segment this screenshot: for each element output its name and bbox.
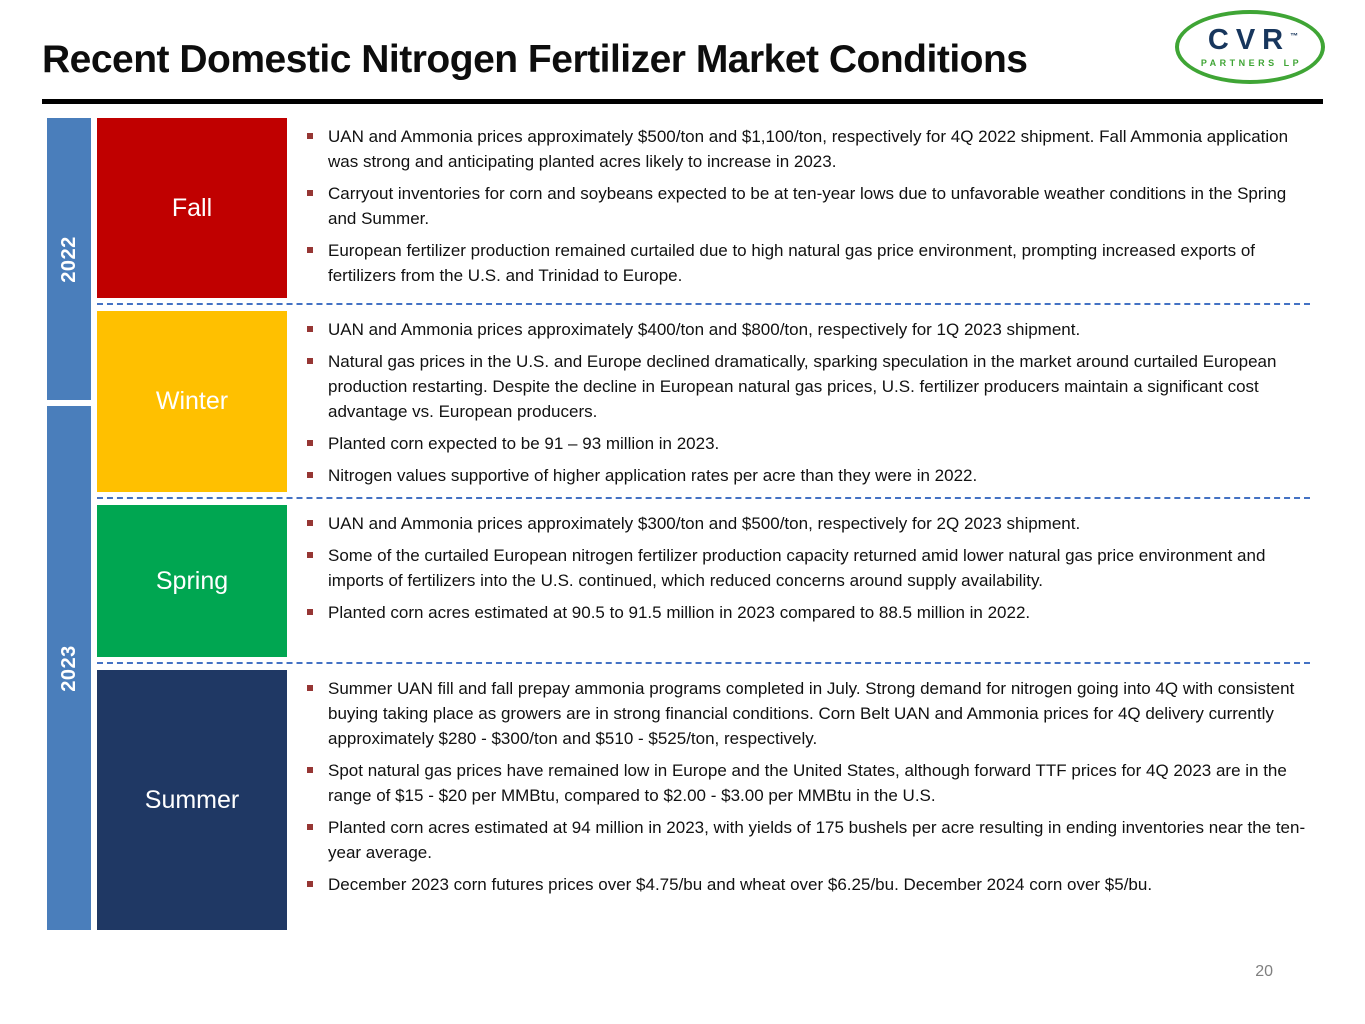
bullet-item: Natural gas prices in the U.S. and Europ… [307, 349, 1315, 424]
bullet-square-icon [307, 440, 313, 446]
bullet-text: Planted corn acres estimated at 90.5 to … [328, 603, 1031, 622]
bullet-list: Summer UAN fill and fall prepay ammonia … [307, 670, 1315, 904]
bullet-item: Planted corn acres estimated at 90.5 to … [307, 600, 1315, 625]
year-bar-2023: 2023 [47, 406, 91, 930]
bullet-text: UAN and Ammonia prices approximately $30… [328, 514, 1081, 533]
logo-sub-text: PARTNERS LP [1200, 58, 1303, 68]
bullet-item: Nitrogen values supportive of higher app… [307, 463, 1315, 488]
bullet-item: UAN and Ammonia prices approximately $40… [307, 317, 1315, 342]
logo-ellipse: CVR™ PARTNERS LP [1175, 10, 1325, 84]
bullet-text: Summer UAN fill and fall prepay ammonia … [328, 679, 1295, 748]
trademark-symbol: ™ [1290, 31, 1299, 41]
bullet-text: Carryout inventories for corn and soybea… [328, 184, 1287, 228]
bullet-text: Some of the curtailed European nitrogen … [328, 546, 1266, 590]
page-number: 20 [1255, 963, 1273, 980]
bullet-square-icon [307, 190, 313, 196]
logo-brand-text: CVR™ [1207, 24, 1299, 56]
bullet-square-icon [307, 881, 313, 887]
season-box-spring: Spring [97, 505, 287, 657]
bullet-text: Spot natural gas prices have remained lo… [328, 761, 1287, 805]
bullet-square-icon [307, 326, 313, 332]
bullet-square-icon [307, 824, 313, 830]
bullet-square-icon [307, 767, 313, 773]
bullet-list: UAN and Ammonia prices approximately $40… [307, 311, 1315, 495]
season-label: Winter [155, 387, 229, 415]
dashed-separator [97, 497, 1310, 499]
season-box-fall: Fall [97, 118, 287, 298]
bullet-text: Planted corn expected to be 91 – 93 mill… [328, 434, 720, 453]
dashed-separator [97, 662, 1310, 664]
bullet-item: European fertilizer production remained … [307, 238, 1315, 288]
bullet-text: UAN and Ammonia prices approximately $40… [328, 320, 1081, 339]
bullet-text: European fertilizer production remained … [328, 241, 1256, 285]
bullet-item: December 2023 corn futures prices over $… [307, 872, 1315, 897]
bullet-square-icon [307, 472, 313, 478]
bullet-text: December 2023 corn futures prices over $… [328, 875, 1153, 894]
bullet-square-icon [307, 609, 313, 615]
season-section-spring: Spring UAN and Ammonia prices approximat… [97, 505, 1315, 657]
bullet-list: UAN and Ammonia prices approximately $50… [307, 118, 1315, 295]
season-label: Spring [155, 566, 229, 595]
season-label: Fall [171, 193, 213, 222]
bullet-square-icon [307, 358, 313, 364]
bullet-list: UAN and Ammonia prices approximately $30… [307, 505, 1315, 632]
cvr-logo: CVR™ PARTNERS LP [1175, 10, 1325, 90]
season-section-winter: Winter UAN and Ammonia prices approximat… [97, 311, 1315, 492]
bullet-item: UAN and Ammonia prices approximately $50… [307, 124, 1315, 174]
page-title: Recent Domestic Nitrogen Fertilizer Mark… [42, 38, 1028, 81]
bullet-item: UAN and Ammonia prices approximately $30… [307, 511, 1315, 536]
dashed-separator [97, 303, 1310, 305]
bullet-text: Nitrogen values supportive of higher app… [328, 466, 978, 485]
season-label: Summer [144, 785, 240, 814]
bullet-item: Spot natural gas prices have remained lo… [307, 758, 1315, 808]
bullet-item: Planted corn expected to be 91 – 93 mill… [307, 431, 1315, 456]
year-label: 2023 [57, 644, 80, 692]
bullet-item: Some of the curtailed European nitrogen … [307, 543, 1315, 593]
year-label: 2022 [57, 235, 80, 283]
bullet-text: Natural gas prices in the U.S. and Europ… [328, 352, 1277, 421]
bullet-square-icon [307, 133, 313, 139]
bullet-square-icon [307, 685, 313, 691]
season-box-summer: Summer [97, 670, 287, 930]
title-rule [42, 99, 1323, 104]
bullet-square-icon [307, 247, 313, 253]
season-box-winter: Winter [97, 311, 287, 492]
bullet-square-icon [307, 552, 313, 558]
bullet-item: Summer UAN fill and fall prepay ammonia … [307, 676, 1315, 751]
season-section-summer: Summer Summer UAN fill and fall prepay a… [97, 670, 1315, 930]
bullet-text: Planted corn acres estimated at 94 milli… [328, 818, 1306, 862]
bullet-item: Planted corn acres estimated at 94 milli… [307, 815, 1315, 865]
bullet-text: UAN and Ammonia prices approximately $50… [328, 127, 1289, 171]
bullet-square-icon [307, 520, 313, 526]
season-section-fall: Fall UAN and Ammonia prices approximatel… [97, 118, 1315, 298]
bullet-item: Carryout inventories for corn and soybea… [307, 181, 1315, 231]
year-bar-2022: 2022 [47, 118, 91, 400]
